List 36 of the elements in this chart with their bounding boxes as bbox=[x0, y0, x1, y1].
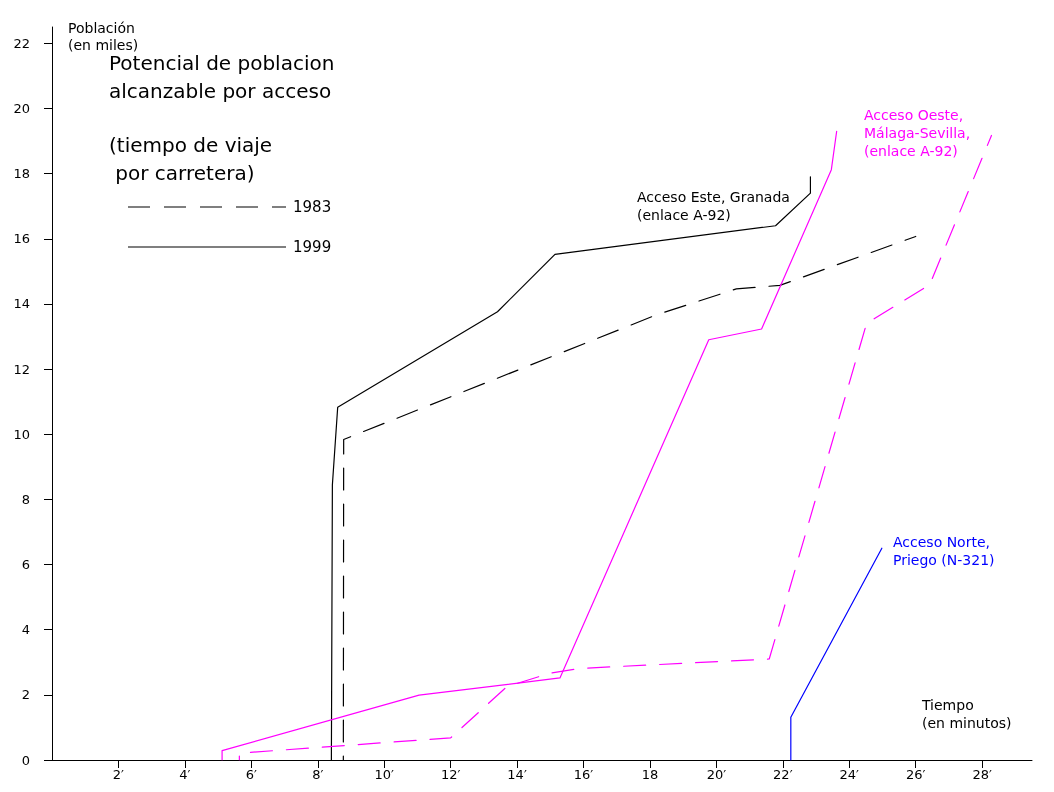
annotation: 1983 bbox=[293, 198, 332, 216]
x-tick-label: 22′ bbox=[773, 767, 793, 782]
text: Potencial de poblacion alcanzable por acceso bbox=[109, 51, 335, 103]
x-tick-label: 10′ bbox=[374, 767, 394, 782]
y-tick-label: 10 bbox=[13, 426, 30, 442]
x-tick-label: 16′ bbox=[573, 767, 594, 782]
x-tick-label: 24′ bbox=[839, 767, 860, 782]
x-tick-label: 8′ bbox=[312, 767, 324, 782]
x-tick-label: 2′ bbox=[112, 767, 125, 782]
x-tick-label: 14′ bbox=[507, 767, 527, 782]
y-axis-title: Población (en miles) bbox=[68, 19, 139, 53]
series-label: Acceso Este, Granada (enlace A-92) bbox=[637, 189, 790, 223]
x-tick-label: 12′ bbox=[440, 767, 461, 782]
y-tick-label: 16 bbox=[13, 231, 30, 247]
series-label: Acceso Norte, Priego (N-321) bbox=[893, 534, 995, 568]
series-label: Acceso Oeste, Málaga-Sevilla, (enlace A-92) bbox=[864, 107, 971, 159]
line-series bbox=[330, 176, 812, 761]
x-tick-label: 26′ bbox=[905, 767, 926, 782]
x-tick-label: 28′ bbox=[972, 767, 992, 782]
y-tick-label: 4 bbox=[21, 622, 30, 638]
y-tick-label: 14 bbox=[13, 296, 30, 312]
y-tick-label: 12 bbox=[13, 361, 30, 377]
y-tick-label: 0 bbox=[21, 752, 30, 768]
text: (tiempo de viaje por carretera) bbox=[109, 133, 273, 185]
y-tick-label: 2 bbox=[21, 687, 30, 703]
annotation: 1999 bbox=[293, 238, 332, 256]
y-tick-label: 6 bbox=[21, 557, 30, 573]
x-tick-label: 18 bbox=[641, 767, 659, 782]
y-tick-label: 22 bbox=[13, 35, 30, 51]
y-tick-label: 18 bbox=[13, 166, 30, 182]
x-tick-label: 20′ bbox=[706, 767, 727, 782]
x-axis-title: Tiempo (en minutos) bbox=[921, 697, 1012, 731]
y-tick-label: 8 bbox=[21, 491, 30, 507]
x-tick-label: 6′ bbox=[245, 767, 257, 782]
y-tick-label: 20 bbox=[13, 100, 30, 116]
x-tick-label: 4′ bbox=[179, 767, 191, 782]
